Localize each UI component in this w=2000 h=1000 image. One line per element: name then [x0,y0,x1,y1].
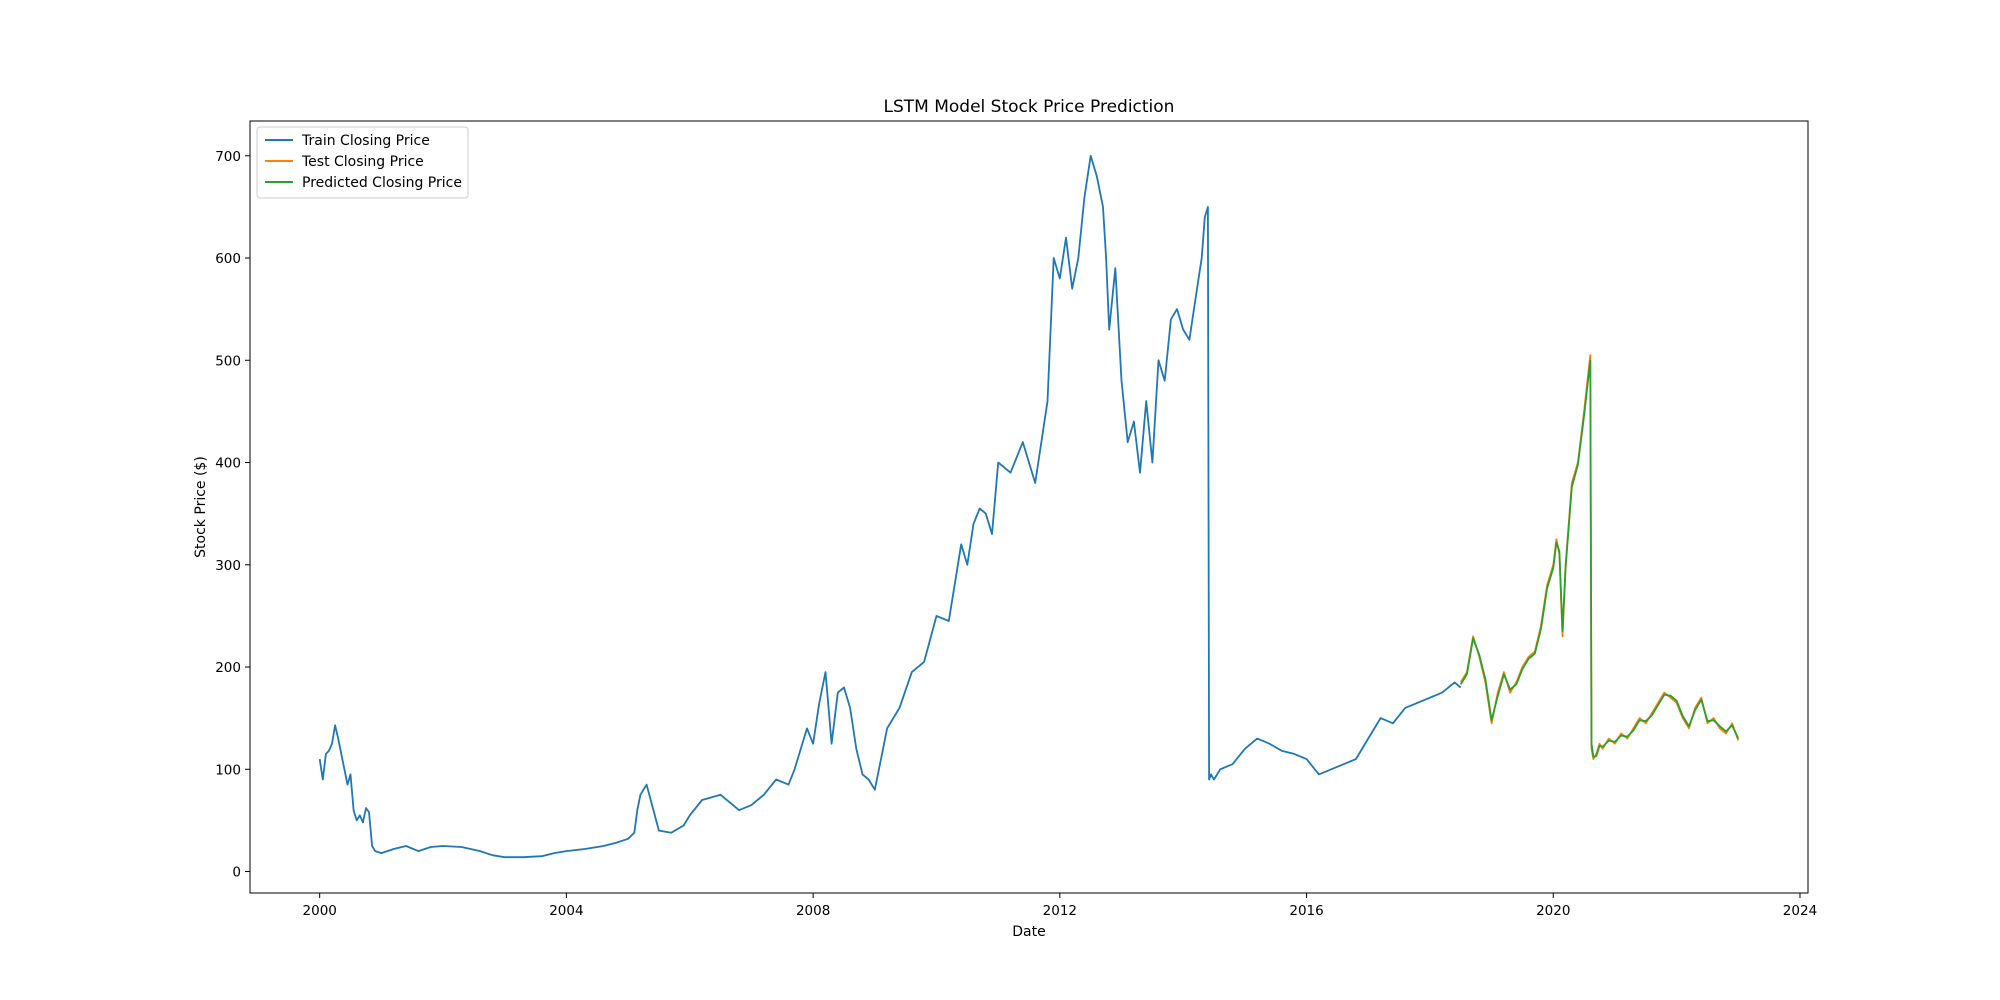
x-tick-label: 2024 [1783,903,1817,919]
x-tick-label: 2020 [1536,903,1570,919]
series-layer [318,154,1740,859]
series-line-predicted-closing-price [1459,359,1740,758]
legend-entry-label: Train Closing Price [301,133,430,149]
y-axis: 0 100 200 300 400 500 600 700 [215,149,250,881]
y-tick-label: 200 [215,660,241,676]
x-tick-label: 2008 [796,903,830,919]
series-line-test-closing-price [1459,354,1740,760]
legend-entry-label: Test Closing Price [301,154,424,170]
x-tick-label: 2012 [1043,903,1077,919]
y-tick-label: 700 [215,149,241,165]
series-line-train-closing-price [318,154,1462,859]
y-tick-label: 600 [215,251,241,267]
legend-entry-label: Predicted Closing Price [302,175,462,191]
plot-frame [249,120,1809,894]
plot-area [249,120,1809,894]
x-tick-label: 2016 [1289,903,1323,919]
x-axis-label: Date [1012,924,1045,940]
x-axis: 2000 2004 2008 2012 2016 2020 2024 [303,893,1817,919]
x-tick-label: 2000 [303,903,337,919]
y-tick-label: 500 [215,353,241,369]
y-tick-label: 400 [215,456,241,472]
legend-box [256,126,469,199]
y-tick-label: 0 [232,865,241,881]
chart-title: LSTM Model Stock Price Prediction [884,97,1175,117]
legend: Train Closing Price Test Closing Price Pre… [256,126,469,199]
y-tick-label: 300 [215,558,241,574]
x-tick-label: 2004 [549,903,583,919]
y-tick-label: 100 [215,762,241,778]
y-axis-label: Stock Price ($) [193,456,209,558]
